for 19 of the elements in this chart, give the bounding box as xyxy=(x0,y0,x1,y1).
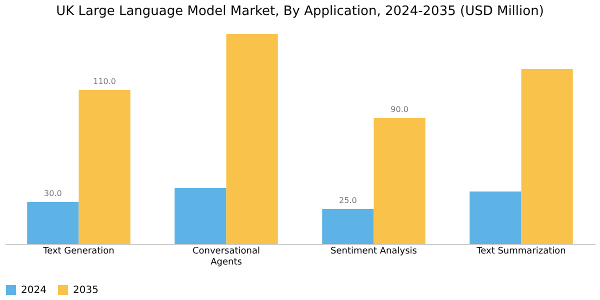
bar xyxy=(374,118,426,244)
chart-title: UK Large Language Model Market, By Application, 2024-2035 (USD Million) xyxy=(56,4,544,19)
x-tick-label: Conversational Agents xyxy=(192,246,260,268)
legend-label: 2035 xyxy=(73,285,98,296)
data-label: 25.0 xyxy=(339,196,357,205)
bar xyxy=(322,209,374,244)
x-tick-label: Sentiment Analysis xyxy=(330,246,418,256)
x-tick-label: Text Generation xyxy=(42,246,114,256)
bar xyxy=(521,69,573,244)
x-tick-label: Text Summarization xyxy=(476,246,566,256)
bar xyxy=(27,202,79,244)
bar xyxy=(226,34,278,244)
bar xyxy=(174,188,226,244)
data-label: 30.0 xyxy=(44,189,62,198)
data-label: 90.0 xyxy=(390,105,408,114)
bar xyxy=(78,90,130,244)
data-label: 110.0 xyxy=(93,77,116,86)
bar xyxy=(470,192,522,244)
legend-label: 2024 xyxy=(21,285,46,296)
